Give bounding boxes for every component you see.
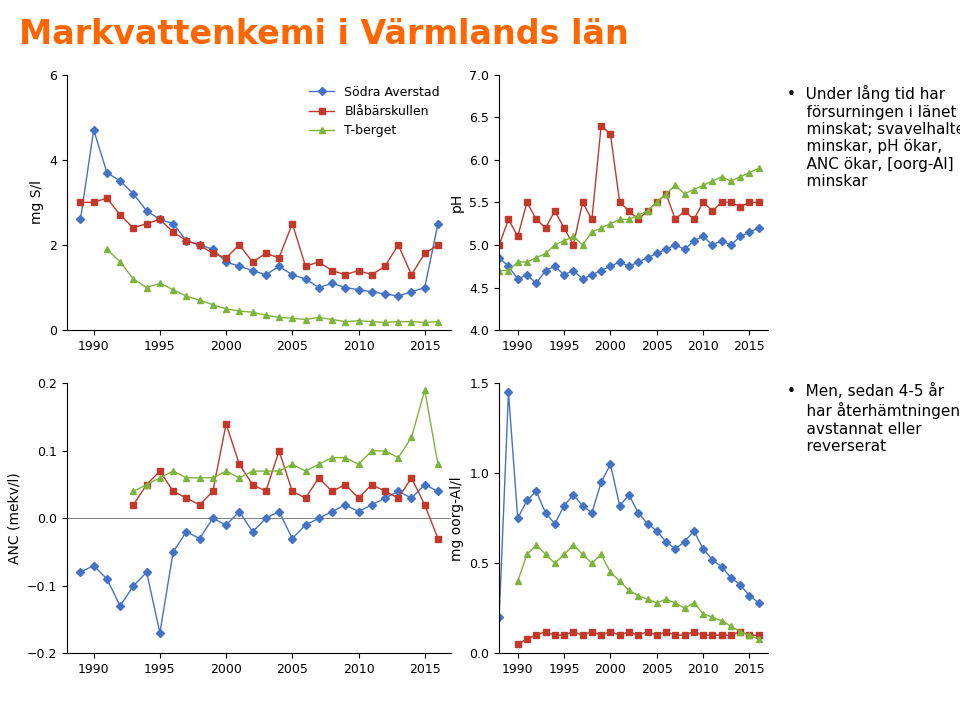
Y-axis label: mg S/l: mg S/l <box>30 180 44 224</box>
Legend: Södra Averstad, Blåbärskullen, T-berget: Södra Averstad, Blåbärskullen, T-berget <box>304 81 444 142</box>
Text: •  Under lång tid har
    försurningen i länet
    minskat; svavelhalter
    min: • Under lång tid har försurningen i läne… <box>787 85 960 190</box>
Y-axis label: mg oorg-Al/l: mg oorg-Al/l <box>450 476 464 561</box>
Text: •  Men, sedan 4-5 år
    har återhämtningen
    avstannat eller
    reverserat: • Men, sedan 4-5 år har återhämtningen a… <box>787 383 960 454</box>
Text: Markvattenkemi i Värmlands län: Markvattenkemi i Värmlands län <box>19 18 629 50</box>
Y-axis label: ANC (mekv/l): ANC (mekv/l) <box>8 472 21 564</box>
Y-axis label: pH: pH <box>450 192 464 212</box>
